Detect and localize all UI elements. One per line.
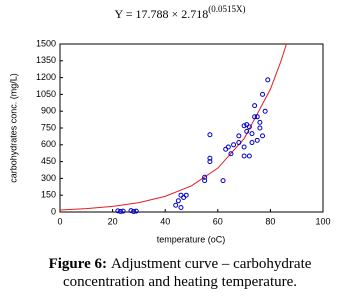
data-point [236,140,242,146]
data-point [223,146,229,152]
data-point [133,208,139,214]
fit-curve [60,44,287,211]
data-point [181,194,187,200]
data-point [236,133,242,139]
y-tick-label: 450 [41,156,56,166]
data-point [241,123,247,129]
caption-line: Adjustment curve – carbohydrate [111,256,312,272]
y-tick-label: 600 [41,139,56,149]
y-tick-label: 1350 [36,55,56,65]
y-tick-label: 750 [41,122,56,132]
data-point [220,178,226,184]
data-point [183,192,189,198]
data-point [231,142,237,148]
data-point [228,151,234,157]
data-point [249,140,255,146]
x-tick-label: 60 [213,216,223,226]
data-point [246,124,252,130]
data-point [178,192,184,198]
data-point [178,205,184,211]
plot-frame [59,43,324,213]
data-point [241,153,247,159]
y-tick-label: 0 [51,206,56,216]
data-point [173,202,179,208]
data-point [252,103,258,109]
data-point [244,128,250,134]
data-point [128,208,134,214]
data-point [131,208,137,214]
caption: Figure 6: Adjustment curve – carbohydrate… [0,255,360,291]
data-point [202,178,208,184]
data-point [115,208,121,214]
x-tick-label: 20 [108,216,118,226]
x-tick-label: 100 [315,216,330,226]
data-point [117,208,123,214]
chart: Y = 17.788 × 2.718(0.0515X) temperature … [8,4,330,244]
y-tick-label: 1050 [36,89,56,99]
data-point [265,77,271,83]
data-point [257,125,263,131]
x-axis-label: temperature (oC) [157,234,226,244]
title-exponent: (0.0515X) [208,4,245,14]
data-point [175,198,181,204]
data-point [120,208,126,214]
data-point [241,144,247,150]
x-tick-label: 40 [160,216,170,226]
y-tick-label: 150 [41,190,56,200]
data-point [262,108,268,114]
data-point [249,131,255,137]
data-point [257,119,263,125]
caption-label: Figure 6: [48,256,108,272]
data-point [254,137,260,143]
data-point [207,155,213,161]
data-point [252,114,258,120]
data-point [225,144,231,150]
y-tick-label: 1200 [36,72,56,82]
data-point [260,91,266,97]
y-tick-label: 900 [41,106,56,116]
x-tick-label: 0 [57,216,62,226]
x-tick-label: 80 [265,216,275,226]
title-text: Y = 17.788 × 2.718 [114,7,208,21]
caption-line: concentration and heating temperature. [62,274,298,290]
y-tick-label: 1500 [36,38,56,48]
data-point [246,153,252,159]
data-point [202,174,208,180]
chart-title: Y = 17.788 × 2.718(0.0515X) [114,4,245,21]
y-tick-label: 300 [41,173,56,183]
data-point [254,114,260,120]
data-point [260,133,266,139]
data-point [207,132,213,138]
y-axis-label: carbohydrates conc. (mg/L) [8,73,18,183]
data-point [207,159,213,165]
